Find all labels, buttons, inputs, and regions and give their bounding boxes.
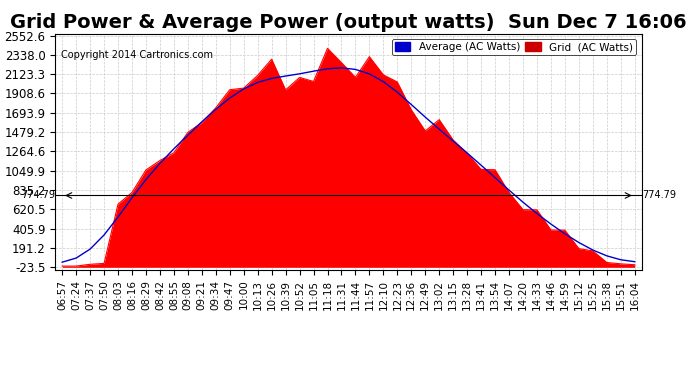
Text: 774.79: 774.79	[21, 190, 55, 201]
Text: 774.79: 774.79	[642, 190, 676, 201]
Legend: Average (AC Watts), Grid  (AC Watts): Average (AC Watts), Grid (AC Watts)	[392, 39, 636, 56]
Text: Copyright 2014 Cartronics.com: Copyright 2014 Cartronics.com	[61, 50, 213, 60]
Title: Grid Power & Average Power (output watts)  Sun Dec 7 16:06: Grid Power & Average Power (output watts…	[10, 13, 687, 32]
